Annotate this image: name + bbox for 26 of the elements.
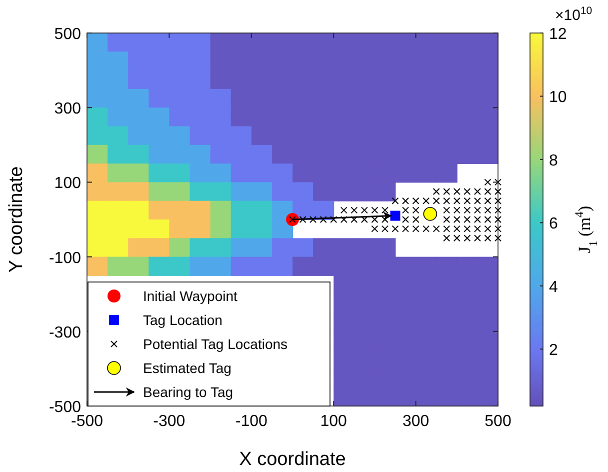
color-bar-label: 2 (549, 342, 558, 360)
legend-label: Initial Waypoint (143, 288, 238, 304)
y-tick-label: -300 (48, 324, 82, 342)
text: ×10$^{10}$ (555, 5, 592, 24)
color-bar-label: 6 (549, 216, 558, 233)
x-axis-title: X coordinate (239, 449, 346, 470)
y-axis-title: Y coordinate (6, 166, 27, 273)
x-tick-label: -100 (235, 413, 268, 430)
y-tick-label: 300 (54, 100, 82, 118)
x-tick-label: 100 (320, 413, 348, 430)
y-tick-label: 100 (54, 175, 82, 192)
color-bar-label: 10 (549, 89, 567, 106)
legend-label: Estimated Tag (143, 360, 232, 376)
legend-label: Potential Tag Locations (143, 336, 288, 352)
x-tick-label: -300 (153, 413, 186, 430)
y-tick-label: -100 (48, 250, 82, 267)
x-tick-label: 500 (484, 413, 512, 430)
x-tick-label: -500 (70, 413, 104, 430)
y-tick-label: 500 (54, 26, 82, 43)
color-bar-label: 12 (549, 26, 567, 43)
color-bar-label: 8 (549, 152, 558, 170)
legend-label: Bearing to Tag (143, 384, 234, 400)
x-tick-label: 300 (402, 413, 430, 430)
legend-label: Tag Location (143, 312, 222, 328)
color-bar-label: 4 (549, 278, 558, 296)
y-tick-label: -500 (48, 399, 82, 416)
